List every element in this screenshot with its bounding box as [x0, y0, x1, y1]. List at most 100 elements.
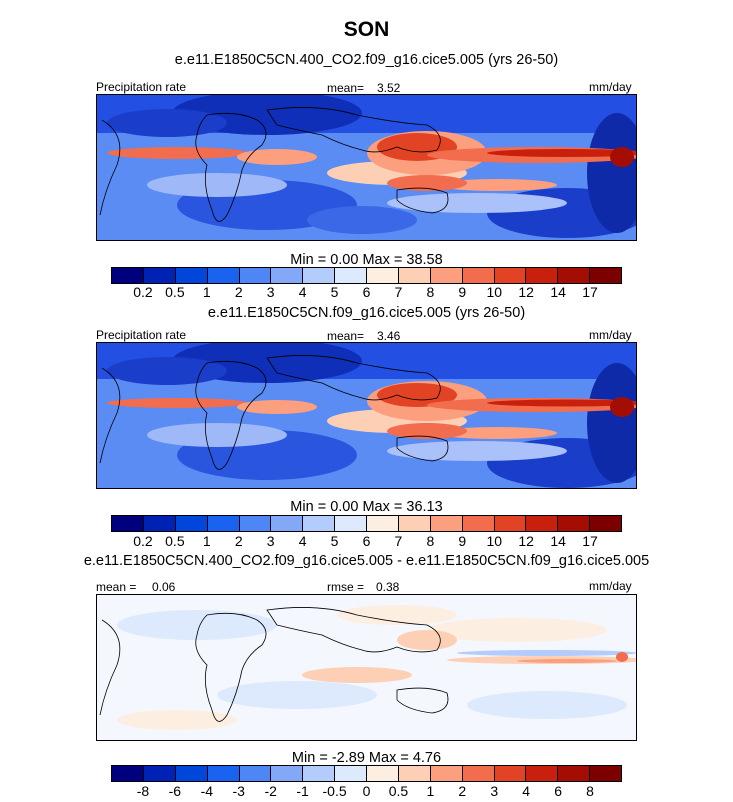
colorbar-tick-label: 0.2: [133, 284, 153, 300]
colorbar-box: [271, 268, 304, 283]
colorbar-tick-label: 4: [298, 533, 307, 549]
colorbar-tick-label: 3: [490, 783, 499, 799]
panel-2-title: e.e11.E1850C5CN.f09_g16.cice5.005 (yrs 2…: [207, 305, 526, 321]
colorbar-box: [303, 766, 336, 781]
colorbar-tick-label: -8: [136, 783, 150, 799]
colorbar-tick-label: -6: [168, 783, 182, 799]
colorbar-tick-label: 17: [582, 284, 598, 300]
colorbar-box: [494, 268, 527, 283]
colorbar-box: [239, 766, 272, 781]
colorbar-tick-label: 8: [426, 284, 435, 300]
panel-1-min-value: 0.00: [330, 252, 359, 268]
colorbar-tick-label: 1: [202, 284, 211, 300]
colorbar-tick-label: 6: [362, 533, 371, 549]
panel-3-max-label: Max =: [368, 750, 409, 766]
colorbar-box: [590, 516, 621, 531]
colorbar-box: [526, 516, 559, 531]
colorbar-tick-label: 4: [298, 284, 307, 300]
panel-2-variable-label: Precipitation rate: [96, 328, 187, 342]
colorbar-box: [526, 766, 559, 781]
panel-3-diff-field: [97, 595, 636, 740]
colorbar-box: [143, 516, 176, 531]
panel-3-colorbar-ticks: -8 -6 -4 -3 -2 -1 -0.5 0 0.5 1 2 3 4 6 8: [111, 783, 622, 801]
colorbar-box: [462, 766, 495, 781]
colorbar-box: [367, 268, 399, 283]
colorbar-tick-label: 4: [522, 783, 531, 799]
colorbar-box: [271, 766, 304, 781]
panel-2-precip-field: [97, 343, 636, 488]
colorbar-box: [398, 268, 431, 283]
colorbar-tick-label: 9: [458, 533, 467, 549]
colorbar-tick-label: -4: [200, 783, 214, 799]
colorbar-tick-label: 9: [458, 284, 467, 300]
colorbar-box: [462, 268, 495, 283]
colorbar-box: [271, 516, 304, 531]
panel-3-rmse-label: rmse =: [327, 580, 365, 594]
colorbar-box: [207, 268, 240, 283]
panel-2-units: mm/day: [589, 328, 632, 342]
colorbar-tick-label: -1: [296, 783, 309, 799]
colorbar-box: [558, 268, 591, 283]
panel-2-min-label: Min =: [290, 499, 327, 515]
colorbar-tick-label: 0.5: [165, 533, 185, 549]
colorbar-tick-label: 10: [486, 284, 503, 300]
colorbar-tick-label: -0.5: [322, 783, 347, 799]
colorbar-tick-label: 2: [234, 533, 243, 549]
colorbar-tick-label: 6: [362, 284, 371, 300]
panel-1-min-label: Min =: [290, 252, 327, 268]
colorbar-box: [303, 268, 336, 283]
colorbar-tick-label: 6: [554, 783, 563, 799]
colorbar-box: [398, 516, 431, 531]
colorbar-tick-label: 8: [586, 783, 594, 799]
panel-3-title: e.e11.E1850C5CN.400_CO2.f09_g16.cice5.00…: [83, 553, 650, 569]
colorbar-tick-label: 2: [234, 284, 243, 300]
panel-1-max-value: 38.58: [406, 252, 443, 268]
colorbar-box: [112, 516, 144, 531]
colorbar-box: [526, 268, 559, 283]
colorbar-box: [558, 766, 591, 781]
colorbar-tick-label: 1: [426, 783, 435, 799]
colorbar-box: [335, 516, 367, 531]
panel-3-min-label: Min =: [291, 750, 328, 766]
colorbar-box: [494, 766, 527, 781]
panel-3-max-value: 4.76: [412, 750, 442, 766]
colorbar-box: [430, 766, 463, 781]
panel-1-precip-field: [97, 95, 636, 240]
panel-3-mean-value: 0.06: [152, 580, 176, 594]
colorbar-box: [207, 516, 240, 531]
colorbar-box: [590, 268, 621, 283]
colorbar-tick-label: 0: [362, 783, 371, 799]
colorbar-box: [430, 516, 463, 531]
panel-1-units: mm/day: [589, 80, 632, 94]
colorbar-tick-label: 5: [330, 284, 339, 300]
colorbar-box: [398, 766, 431, 781]
colorbar-tick-label: 14: [550, 284, 566, 300]
colorbar-tick-label: 1: [202, 533, 211, 549]
colorbar-tick-label: 2: [458, 783, 467, 799]
colorbar-box: [239, 516, 272, 531]
panel-2-max-label: Max =: [362, 499, 403, 515]
colorbar-tick-label: 7: [394, 533, 403, 549]
colorbar-box: [462, 516, 495, 531]
panel-2-max-value: 36.13: [406, 499, 443, 515]
colorbar-box: [207, 766, 240, 781]
colorbar-tick-label: 3: [266, 533, 275, 549]
panel-1-variable-label: Precipitation rate: [96, 80, 187, 94]
colorbar-tick-label: 12: [518, 533, 534, 549]
colorbar-tick-label: -3: [232, 783, 245, 799]
panel-2-colorbar-ticks: 0.2 0.5 1 2 3 4 5 6 7 8 9 10 12 14 17: [111, 533, 622, 551]
colorbar-box: [430, 268, 463, 283]
colorbar-tick-label: 14: [550, 533, 566, 549]
panel-2-map: [96, 342, 637, 489]
panel-1-mean-value: 3.52: [377, 81, 401, 95]
panel-1-max-label: Max =: [362, 252, 403, 268]
colorbar-box: [175, 268, 208, 283]
colorbar-tick-label: 17: [582, 533, 598, 549]
colorbar-box: [175, 516, 208, 531]
colorbar-tick-label: 0.5: [165, 284, 185, 300]
colorbar-box: [175, 766, 208, 781]
colorbar-box: [143, 268, 176, 283]
colorbar-tick-label: 0.2: [133, 533, 153, 549]
colorbar-box: [303, 516, 336, 531]
figure-title: SON: [343, 18, 390, 41]
